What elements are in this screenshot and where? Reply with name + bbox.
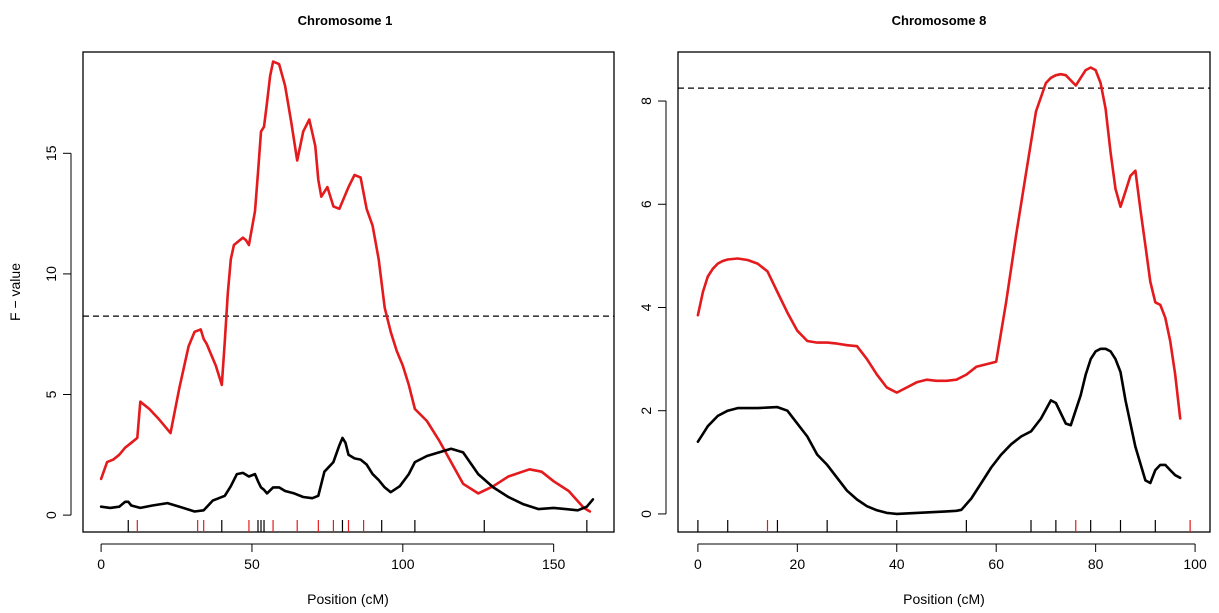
x-axis: 0 50 100 150: [97, 543, 566, 572]
x-axis: 0 20 40 60 80 100: [694, 543, 1207, 572]
y-tick-label: 0: [43, 511, 59, 519]
x-tick-label: 0: [97, 556, 105, 572]
x-tick-label: 0: [694, 556, 702, 572]
plot-area: [678, 66, 1210, 532]
y-axis: 0 2 4 6 8: [638, 97, 667, 518]
x-axis-label: Position (cM): [903, 591, 985, 607]
panel-chromosome-1: Chromosome 1 0 50 100 150 0 5 10 15 Position (…: [7, 13, 615, 607]
x-tick-label: 50: [244, 556, 260, 572]
x-tick-label: 100: [1183, 556, 1207, 572]
plot-frame: [677, 51, 1211, 533]
y-tick-label: 8: [638, 97, 654, 105]
panel-chromosome-8: Chromosome 8 0 20 40 60 80 100 0 2 4 6 8 Position…: [638, 13, 1211, 607]
series-line-black: [99, 436, 595, 513]
plot-frame: [82, 51, 615, 533]
series-line-red: [99, 60, 592, 513]
plot-area: [83, 60, 614, 532]
x-tick-label: 20: [790, 556, 806, 572]
chart-title: Chromosome 1: [298, 13, 393, 28]
x-tick-label: 150: [542, 556, 566, 572]
chart-title: Chromosome 8: [892, 13, 987, 28]
x-axis-label: Position (cM): [307, 591, 389, 607]
x-tick-label: 60: [988, 556, 1004, 572]
series-line-red: [696, 66, 1182, 420]
y-tick-label: 10: [43, 266, 59, 282]
y-tick-label: 15: [43, 145, 59, 161]
x-tick-label: 40: [889, 556, 905, 572]
y-tick-label: 5: [43, 390, 59, 398]
y-axis: 0 5 10 15: [43, 145, 72, 519]
y-tick-label: 4: [638, 303, 654, 311]
x-tick-label: 100: [391, 556, 415, 572]
y-tick-label: 0: [638, 510, 654, 518]
y-tick-label: 6: [638, 200, 654, 208]
y-axis-label: F − value: [7, 263, 23, 321]
x-tick-label: 80: [1088, 556, 1104, 572]
series-line-black: [696, 347, 1182, 516]
y-tick-label: 2: [638, 407, 654, 415]
